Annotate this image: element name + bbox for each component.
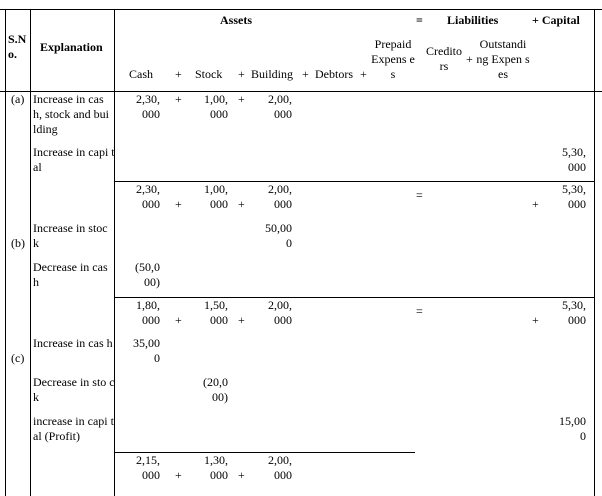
header-creditors: Credito rs [426,44,462,73]
row-a-explanation-1: Increase in cas h, stock and bui lding [33,92,109,136]
subtotal-a-plus-2: + [238,197,245,211]
subtotal-a-cash: 2,30, 000 [136,182,160,211]
header-assets: Assets [220,13,252,27]
header-cash: Cash [129,67,153,81]
header-equals: = [416,13,423,27]
subtotal-b-building: 2,00, 000 [268,298,292,327]
subtotal-b-border [114,297,594,298]
row-c-explanation-2: Decrease in sto ck [33,375,115,404]
row-a-stock: 1,00, 000 [204,92,228,121]
header-prepaid: Prepaid Expens es [371,37,415,81]
row-b-building: 50,00 0 [265,221,292,250]
row-c-stock: (20,0 00) [203,375,228,404]
row-a-label: (a) [11,92,25,106]
row-a-plus-1: + [175,92,182,106]
col-left-border [5,9,6,496]
header-capital: + Capital [532,13,580,27]
border-top [0,9,602,10]
subtotal-b-stock: 1,50, 000 [204,298,228,327]
row-a-plus-2: + [238,92,245,106]
row-b-explanation-1: Increase in stoc k [33,221,108,250]
subtotal-a-building: 2,00, 000 [268,182,292,211]
subtotal-b-plus-3: + [532,313,539,327]
header-sno: S.N o. [8,32,27,61]
header-stock: Stock [195,67,223,81]
row-a-explanation-2: Increase in capi tal [33,145,115,174]
row-b-label: (b) [11,236,25,250]
row-a-building: 2,00, 000 [268,92,292,121]
col-right-border [594,9,595,496]
header-plus-2: + [238,67,245,81]
row-c-cash: 35,00 0 [133,336,160,365]
row-b-explanation-2: Decrease in cas h [33,260,108,289]
subtotal-c-cash: 2,15, 000 [136,453,160,482]
row-b-cash: (50,0 00) [135,260,160,289]
header-plus-5: + [466,52,473,66]
subtotal-a-plus-3: + [532,197,539,211]
header-plus-3: + [302,67,309,81]
subtotal-b-plus-1: + [175,313,182,327]
header-liabilities: Liabilities [447,13,499,27]
row-c-label: (c) [11,351,25,365]
header-explanation: Explanation [40,40,103,54]
col-expl-border [114,9,115,496]
subtotal-c-building: 2,00, 000 [268,453,292,482]
header-bottom-border [0,91,602,92]
row-c-capital: 15,00 0 [559,414,586,443]
row-a-cash: 2,30, 000 [136,92,160,121]
subtotal-a-equals: = [416,188,423,202]
subtotal-c-stock: 1,30, 000 [204,453,228,482]
subtotal-b-cash: 1,80, 000 [136,298,160,327]
subtotal-a-capital: 5,30, 000 [562,182,586,211]
row-c-explanation-3: increase in capi tal (Profit) [33,414,114,443]
subtotal-c-border [114,452,415,453]
subtotal-b-equals: = [416,304,423,318]
subtotal-c-plus-2: + [238,468,245,482]
subtotal-c-plus-1: + [175,468,182,482]
subtotal-a-stock: 1,00, 000 [204,182,228,211]
subtotal-b-capital: 5,30, 000 [562,298,586,327]
subtotal-a-plus-1: + [175,197,182,211]
header-plus-1: + [175,67,182,81]
row-a-capital: 5,30, 000 [562,145,586,174]
col-sno-border [30,9,31,496]
header-outstanding: Outstandi ng Expen ses [476,37,530,81]
subtotal-a-border [114,181,594,182]
header-debtors: Debtors [315,67,353,81]
header-building: Building [251,67,294,81]
header-plus-4: + [360,67,367,81]
subtotal-b-plus-2: + [238,313,245,327]
row-c-explanation-1: Increase in cas h [33,336,113,350]
